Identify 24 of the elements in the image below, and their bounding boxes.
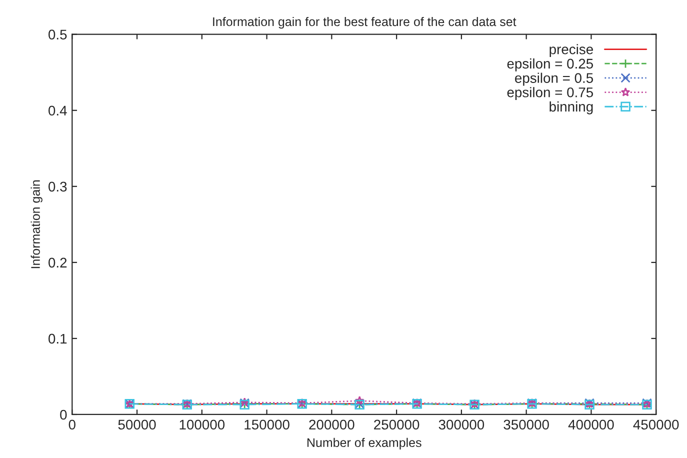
x-tick-label: 450000 [633, 420, 679, 430]
y-tick-label: 0.1 [48, 334, 67, 344]
x-tick-label: 250000 [374, 420, 420, 430]
legend-label: epsilon = 0.25 [507, 58, 594, 72]
y-tick-label: 0.4 [48, 106, 67, 116]
legend-label: epsilon = 0.5 [515, 72, 594, 86]
x-tick-label: 0 [68, 420, 76, 430]
x-tick-label: 300000 [438, 420, 484, 430]
x-tick-label: 100000 [180, 420, 225, 430]
x-tick-label: 200000 [309, 420, 354, 430]
legend-label: precise [550, 44, 593, 58]
y-tick-label: 0.5 [48, 30, 67, 40]
legend-label: binning [550, 101, 593, 114]
y-tick-label: 0 [60, 410, 67, 420]
x-axis-title: Number of examples [307, 438, 422, 450]
x-tick-label: 50000 [118, 420, 156, 430]
legend-label: epsilon = 0.75 [507, 87, 594, 100]
y-axis-title: Information gain [30, 180, 42, 268]
x-tick-label: 150000 [244, 420, 290, 430]
chart-title: Information gain for the best feature of the can data set [213, 16, 516, 29]
x-tick-label: 400000 [568, 420, 614, 430]
x-tick-label: 350000 [504, 420, 549, 430]
y-tick-label: 0.2 [48, 258, 67, 268]
y-tick-label: 0.3 [48, 182, 67, 192]
